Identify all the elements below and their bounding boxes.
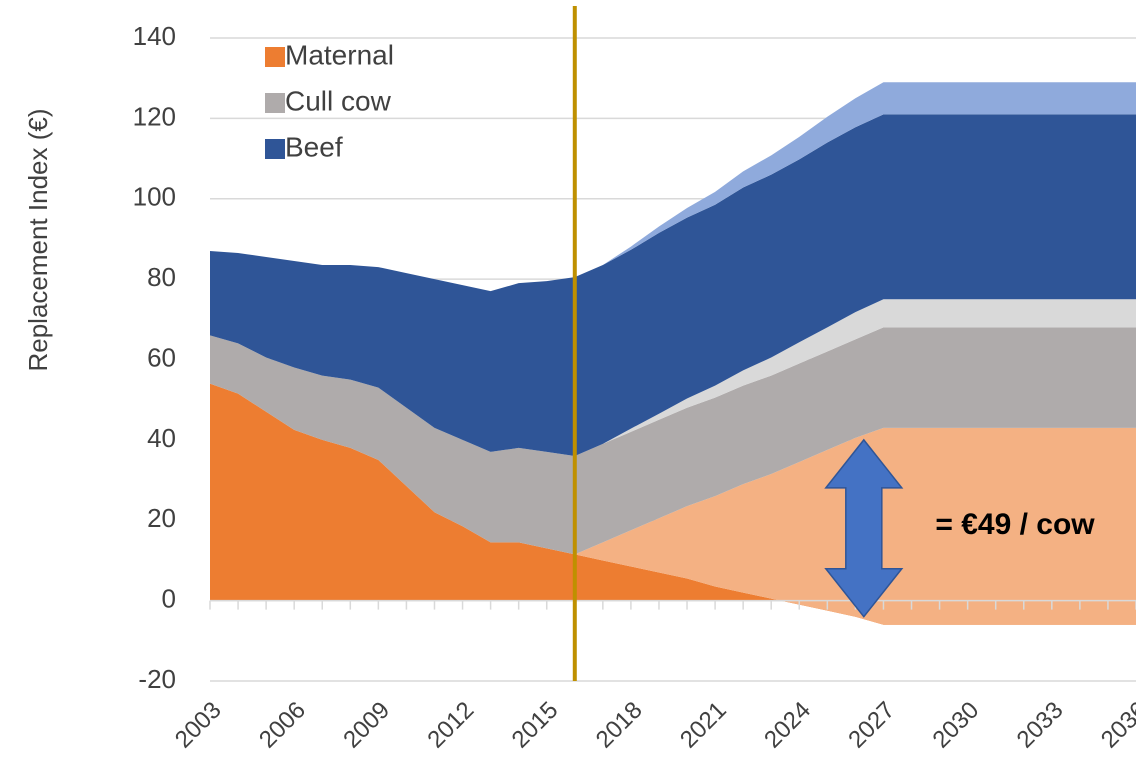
x-tick-label: 2003 <box>170 697 227 754</box>
double-arrow <box>824 438 904 618</box>
y-tick-label: 20 <box>147 503 176 533</box>
x-tick-label: 2015 <box>507 697 564 754</box>
y-tick-label: -20 <box>138 664 176 694</box>
y-tick-label: 0 <box>162 584 176 614</box>
annotation: = €49 / cow <box>935 508 1095 541</box>
x-tick-label: 2024 <box>759 697 816 754</box>
area <box>210 82 1136 292</box>
legend-swatch <box>265 47 285 67</box>
area <box>210 383 1136 625</box>
y-tick-label: 140 <box>133 21 176 51</box>
legend-label: Beef <box>285 131 343 162</box>
y-tick-label: 60 <box>147 342 176 372</box>
x-tick-label: 2036 <box>1096 697 1136 754</box>
x-tick-label: 2006 <box>254 697 311 754</box>
legend-swatch <box>265 93 285 113</box>
y-tick-label: 120 <box>133 101 176 131</box>
legend-label: Cull cow <box>285 85 392 116</box>
legend-swatch <box>265 139 285 159</box>
area <box>210 299 1136 456</box>
y-tick-label: 80 <box>147 262 176 292</box>
area <box>210 383 1136 625</box>
x-tick-label: 2009 <box>338 697 395 754</box>
x-tick-label: 2021 <box>675 697 732 754</box>
x-tick-label: 2012 <box>422 697 479 754</box>
x-tick-label: 2018 <box>591 697 648 754</box>
area <box>210 327 1136 555</box>
x-tick-label: 2030 <box>928 697 985 754</box>
y-tick-label: 100 <box>133 182 176 212</box>
x-tick-label: 2033 <box>1012 697 1069 754</box>
y-axis-label: Replacement Index (€) <box>23 108 53 371</box>
y-tick-label: 40 <box>147 423 176 453</box>
legend-label: Maternal <box>285 39 394 70</box>
area <box>210 114 1136 456</box>
x-tick-label: 2027 <box>843 697 900 754</box>
